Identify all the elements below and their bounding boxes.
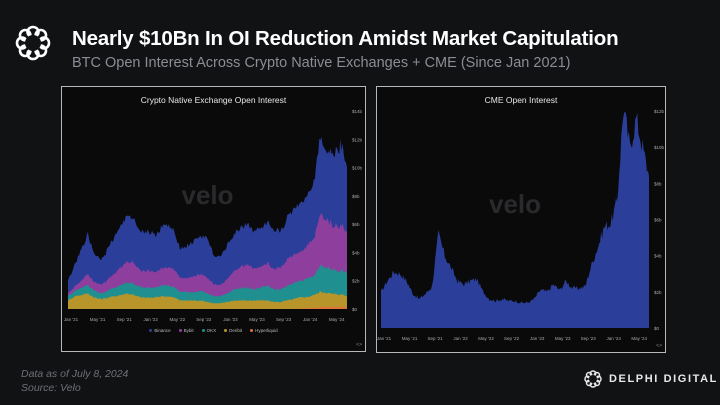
page-title: Nearly $10Bn In OI Reduction Amidst Mark… — [72, 27, 619, 50]
x-tick-label: May '24 — [631, 336, 647, 341]
delphi-logo-icon — [15, 25, 51, 61]
legend-item-binance[interactable]: Binance — [149, 328, 171, 333]
delphi-logo-icon — [584, 370, 602, 388]
legend-swatch — [201, 329, 205, 332]
page-subtitle: BTC Open Interest Across Crypto Native E… — [72, 55, 571, 71]
legend-item-bybit[interactable]: Bybit — [178, 328, 194, 333]
x-tick-label: Sep '22 — [504, 336, 520, 341]
x-tick-label: May '23 — [555, 336, 571, 341]
y-tick-label: $4b — [352, 250, 360, 255]
crypto-native-oi-chart: velo $0 $2b $4b $6b $8b $10b $12b $14b Jan '21 May… — [61, 86, 366, 352]
legend-item-deribit[interactable]: Deribit — [224, 328, 242, 333]
y-tick-label: $12b — [352, 137, 363, 142]
velo-watermark: velo — [181, 180, 233, 210]
brand: DELPHI DIGITAL — [583, 369, 718, 389]
area-bybit — [68, 213, 347, 309]
x-tick-label: Jan '24 — [607, 336, 622, 341]
x-tick-label: Jan '21 — [377, 336, 392, 341]
legend-label: Binance — [154, 328, 171, 333]
area-cme — [381, 112, 649, 328]
x-tick-label: Jan '22 — [453, 336, 468, 341]
cme-oi-chart: velo $0 $2b $4b $6b $8b $10b $12b Jan '21 May '21… — [376, 86, 666, 353]
y-tick-label: $4b — [654, 254, 662, 259]
legend-item-hyperliquid[interactable]: Hyperliquid — [250, 328, 278, 333]
x-tick-label: Sep '23 — [581, 336, 597, 341]
y-tick-label: $8b — [654, 181, 662, 186]
chart-title: CME Open Interest — [484, 95, 558, 105]
legend-label: OKX — [206, 328, 217, 333]
area-hyperliquid — [68, 306, 347, 309]
expand-icon[interactable]: <> — [356, 342, 362, 348]
area-binance — [68, 137, 347, 309]
legend-swatch — [178, 329, 182, 332]
legend-item-okx[interactable]: OKX — [201, 328, 217, 333]
legend-swatch — [224, 329, 228, 332]
x-tick-label: May '21 — [90, 317, 106, 322]
y-tick-label: $0 — [654, 326, 660, 331]
x-tick-label: Jan '22 — [144, 317, 159, 322]
expand-icon[interactable]: <> — [656, 343, 662, 349]
legend-label: Bybit — [183, 328, 194, 333]
y-tick-label: $0 — [352, 307, 358, 312]
y-tick-label: $10b — [654, 145, 665, 150]
x-tick-label: Sep '22 — [196, 317, 212, 322]
crypto-native-oi-svg: velo $0 $2b $4b $6b $8b $10b $12b $14b Jan '21 May… — [64, 109, 363, 322]
legend-label: Deribit — [229, 328, 243, 333]
velo-watermark: velo — [489, 189, 541, 219]
y-tick-label: $14b — [352, 109, 363, 114]
x-tick-label: Sep '21 — [117, 317, 133, 322]
x-tick-label: May '22 — [169, 317, 185, 322]
data-date-note: Data as of July 8, 2024 — [21, 368, 129, 380]
cme-oi-svg: velo $0 $2b $4b $6b $8b $10b $12b Jan '21 May '21… — [377, 109, 665, 341]
x-tick-label: Sep '21 — [427, 336, 443, 341]
chart-legend: Binance Bybit OKX Deribit Hyperliquid — [62, 328, 365, 333]
legend-label: Hyperliquid — [255, 328, 278, 333]
x-tick-label: May '22 — [478, 336, 494, 341]
y-tick-label: $2b — [654, 290, 662, 295]
chart-title: Crypto Native Exchange Open Interest — [140, 95, 287, 105]
x-tick-label: May '23 — [249, 317, 265, 322]
legend-swatch — [149, 329, 153, 332]
x-tick-label: May '21 — [402, 336, 418, 341]
legend-swatch — [250, 329, 254, 332]
y-tick-label: $10b — [352, 166, 363, 171]
x-tick-label: Jan '23 — [223, 317, 238, 322]
x-tick-label: Sep '23 — [276, 317, 292, 322]
y-tick-label: $6b — [654, 218, 662, 223]
y-tick-label: $2b — [352, 279, 360, 284]
brand-name: DELPHI DIGITAL — [609, 373, 718, 385]
x-tick-label: May '24 — [329, 317, 345, 322]
area-deribit — [68, 290, 347, 309]
y-tick-label: $12b — [654, 109, 665, 114]
y-tick-label: $8b — [352, 194, 360, 199]
x-tick-label: Jan '24 — [303, 317, 318, 322]
x-tick-label: Jan '21 — [64, 317, 79, 322]
x-tick-label: Jan '23 — [530, 336, 545, 341]
y-tick-label: $6b — [352, 222, 360, 227]
source-note: Source: Velo — [21, 382, 81, 394]
